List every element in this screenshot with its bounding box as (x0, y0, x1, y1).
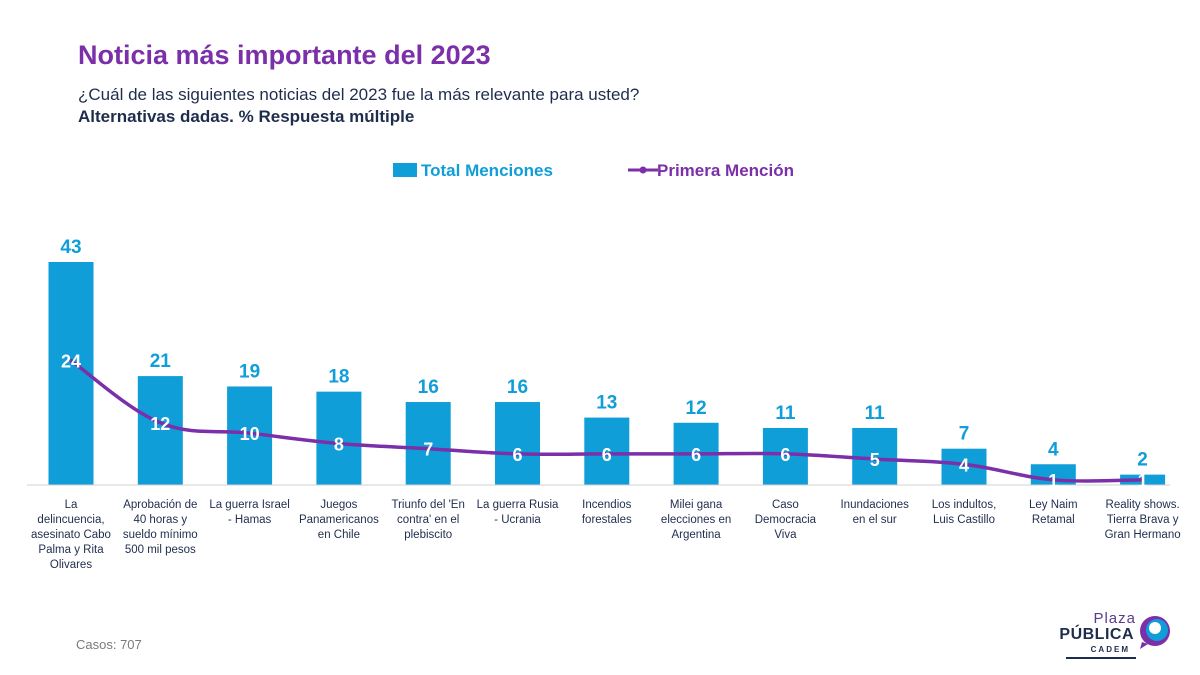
line-value-label-1: 12 (150, 414, 170, 434)
category-label-10-line-0: Los indultos, (932, 499, 997, 511)
bar-value-label-6: 13 (596, 393, 617, 414)
line-value-label-8: 6 (780, 445, 790, 465)
category-label-9-line-1: en el sur (853, 514, 897, 526)
category-label-8-line-2: Viva (774, 529, 797, 541)
category-label-2-line-1: - Hamas (228, 514, 272, 526)
line-value-label-11: 1 (1048, 471, 1058, 491)
speech-bubble-icon (1140, 616, 1170, 649)
category-label-8-line-0: Caso (772, 499, 799, 511)
bar-value-label-4: 16 (418, 377, 439, 398)
category-label-0-line-3: Palma y Rita (38, 544, 104, 556)
category-label-12-line-1: Tierra Brava y (1107, 514, 1179, 526)
bar-labels-group: 43 21 19 18 16 16 13 12 11 11 7 4 2 (60, 237, 1147, 471)
bar-value-label-7: 12 (686, 398, 707, 419)
legend-marker-primera (639, 166, 647, 174)
legend-label-primera: Primera Mención (657, 161, 794, 180)
logo-text-cadem: CADEM (1090, 645, 1130, 654)
bar-value-label-9: 11 (865, 403, 886, 424)
category-label-1-line-3: 500 mil pesos (125, 544, 196, 556)
line-value-label-9: 5 (870, 450, 880, 470)
chart-subtitle-note: Alternativas dadas. % Respuesta múltiple (78, 107, 415, 126)
bar-value-label-0: 43 (60, 237, 81, 258)
line-value-label-6: 6 (602, 445, 612, 465)
category-label-4-line-2: plebiscito (404, 529, 452, 541)
line-value-label-7: 6 (691, 445, 701, 465)
category-label-0-line-0: La (65, 499, 78, 511)
bar-value-label-3: 18 (328, 367, 349, 388)
line-value-label-5: 6 (512, 445, 522, 465)
category-label-4-line-1: contra' en el (397, 514, 459, 526)
category-label-11-line-0: Ley Naim (1029, 499, 1078, 511)
category-label-0-line-1: delincuencia, (37, 514, 104, 526)
bar-value-label-10: 7 (959, 424, 970, 445)
line-value-label-0: 24 (61, 352, 81, 372)
chart-subtitle: ¿Cuál de las siguientes noticias del 202… (78, 85, 640, 104)
bar-total-4 (405, 402, 451, 485)
legend-swatch-total (393, 163, 417, 177)
bar-value-label-2: 19 (239, 361, 260, 382)
bars-group (48, 262, 1166, 485)
line-value-label-2: 10 (240, 424, 260, 444)
category-label-1-line-0: Aprobación de (123, 499, 197, 511)
category-label-6-line-0: Incendios (582, 499, 631, 511)
category-label-0-line-4: Olivares (50, 559, 92, 571)
bar-value-label-8: 11 (775, 403, 796, 424)
line-primera-mencion (69, 358, 1145, 483)
line-value-label-10: 4 (959, 455, 969, 475)
bar-value-label-1: 21 (150, 351, 172, 372)
category-label-6-line-1: forestales (582, 514, 632, 526)
category-label-7-line-1: elecciones en (661, 514, 731, 526)
category-label-3-line-2: en Chile (318, 529, 360, 541)
category-label-9-line-0: Inundaciones (840, 499, 909, 511)
category-label-3-line-0: Juegos (320, 499, 357, 511)
category-label-1-line-1: 40 horas y (133, 514, 187, 526)
category-label-4-line-0: Triunfo del 'En (392, 499, 465, 511)
category-labels-group: La delincuencia, asesinato Cabo Palma y Rit… (31, 499, 1181, 571)
bar-value-label-12: 2 (1137, 450, 1148, 471)
line-value-label-3: 8 (334, 435, 344, 455)
category-label-7-line-0: Milei gana (670, 499, 723, 511)
category-label-1-line-2: sueldo mínimo (123, 529, 198, 541)
category-label-8-line-1: Democracia (755, 514, 817, 526)
category-label-3-line-1: Panamericanos (299, 514, 379, 526)
category-label-7-line-2: Argentina (671, 529, 721, 541)
category-label-5-line-1: - Ucrania (494, 514, 541, 526)
category-label-12-line-2: Gran Hermano (1105, 529, 1181, 541)
bar-value-label-11: 4 (1048, 439, 1059, 460)
legend-label-total: Total Menciones (421, 161, 553, 180)
line-series-group (69, 358, 1145, 483)
bar-total-1 (137, 376, 183, 485)
logo-text-publica: PÚBLICA (1059, 626, 1134, 643)
logo-underline (1066, 657, 1136, 659)
category-label-12-line-0: Reality shows. (1106, 499, 1180, 511)
logo-text-plaza: Plaza (1093, 610, 1136, 627)
category-label-10-line-1: Luis Castillo (933, 514, 995, 526)
bar-total-8 (762, 427, 808, 485)
line-value-label-12: 1 (1138, 471, 1148, 491)
category-label-0-line-2: asesinato Cabo (31, 529, 111, 541)
category-label-2-line-0: La guerra Israel (209, 499, 290, 511)
bar-total-5 (495, 402, 540, 485)
line-value-label-4: 7 (423, 440, 433, 460)
category-label-11-line-1: Retamal (1032, 514, 1075, 526)
plaza-publica-logo: Plaza PÚBLICA CADEM (1056, 610, 1172, 659)
category-label-5-line-0: La guerra Rusia (477, 499, 559, 511)
legend: Total Menciones Primera Mención (393, 161, 794, 180)
chart-title: Noticia más importante del 2023 (78, 40, 491, 70)
bar-value-label-5: 16 (507, 377, 528, 398)
bar-total-3 (316, 391, 362, 485)
cases-note: Casos: 707 (76, 637, 142, 652)
bar-total-6 (584, 417, 630, 485)
